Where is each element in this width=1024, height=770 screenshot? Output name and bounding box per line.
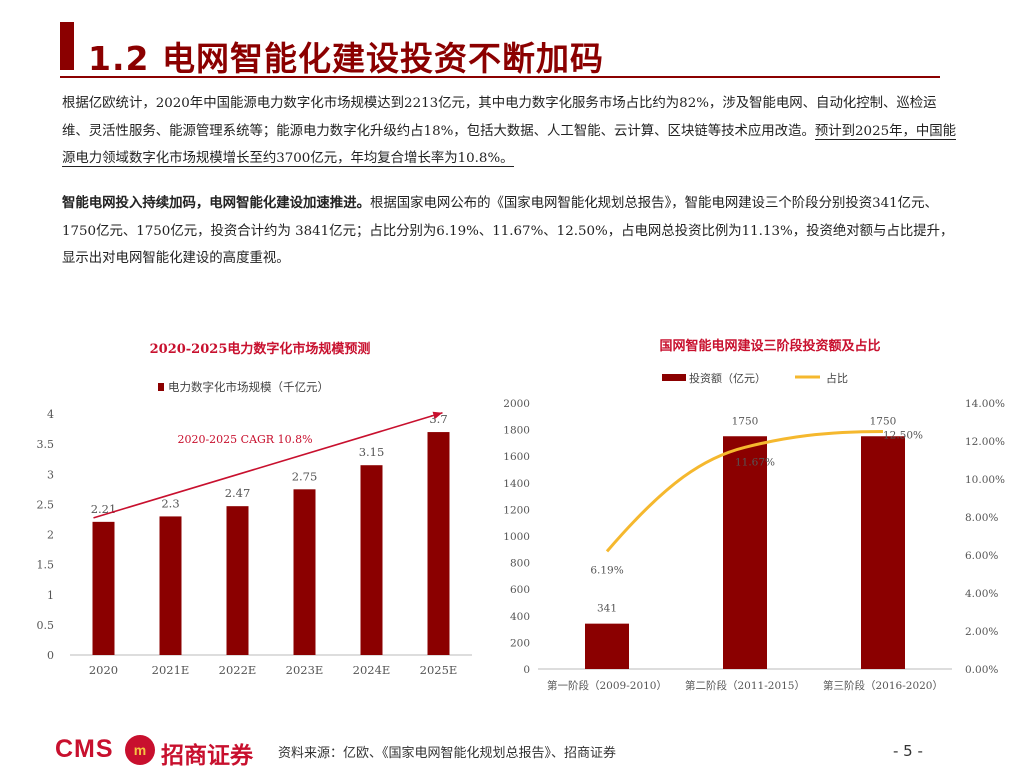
page-number: - 5 -: [893, 742, 923, 760]
page-title: 1.2 电网智能化建设投资不断加码: [88, 39, 604, 78]
paragraph-market-overview: 根据亿欧统计，2020年中国能源电力数字化市场规模达到2213亿元，其中电力数字…: [62, 90, 962, 173]
bar-value-label: 2.21: [91, 502, 117, 516]
y-left-tick-label: 1400: [503, 478, 530, 490]
logo-company-name: 招商证券: [161, 743, 253, 769]
title-accent-bar: [60, 22, 74, 70]
logo-mark-icon: m: [125, 735, 155, 765]
y-left-tick-label: 0: [523, 664, 530, 676]
y-right-tick-label: 10.00%: [965, 474, 1005, 486]
y-right-tick-label: 14.00%: [965, 398, 1005, 410]
x-tick-label: 第二阶段（2011-2015）: [685, 679, 805, 692]
legend-swatch: [158, 383, 164, 391]
share-value-label: 11.67%: [735, 456, 775, 468]
y-tick-label: 3: [47, 468, 54, 481]
bar-value-label: 2.75: [292, 469, 318, 483]
cagr-annotation: 2020-2025 CAGR 10.8%: [177, 433, 312, 446]
y-left-tick-label: 400: [510, 611, 530, 623]
bar: [293, 489, 316, 655]
legend-label-bar: 投资额（亿元）: [689, 371, 766, 385]
y-tick-label: 2: [47, 529, 54, 542]
y-right-tick-label: 4.00%: [965, 588, 998, 600]
y-left-tick-label: 200: [510, 637, 530, 649]
y-left-tick-label: 600: [510, 584, 530, 596]
y-right-tick-label: 12.00%: [965, 436, 1005, 448]
x-tick-label: 第三阶段（2016-2020）: [823, 679, 943, 692]
title-divider: [60, 76, 940, 78]
legend-label: 电力数字化市场规模（千亿元）: [168, 380, 329, 394]
y-left-tick-label: 1000: [503, 531, 530, 543]
y-left-tick-label: 1800: [503, 425, 530, 437]
bar-value-label: 2.47: [225, 486, 251, 500]
y-left-tick-label: 800: [510, 558, 530, 570]
legend-label-line: 占比: [826, 371, 848, 385]
y-left-tick-label: 1600: [503, 451, 530, 463]
paragraph-smart-grid-lead: 智能电网投入持续加码，电网智能化建设加速推进。: [62, 195, 370, 211]
x-tick-label: 2022E: [219, 663, 257, 677]
cagr-arrow-line: [93, 412, 443, 519]
y-right-tick-label: 2.00%: [965, 626, 998, 638]
x-tick-label: 2021E: [152, 663, 190, 677]
bar-value-label: 3.15: [359, 445, 385, 459]
cagr-arrow-head: [432, 411, 443, 420]
legend-swatch-bar: [662, 374, 686, 381]
bar-value-label: 1750: [732, 415, 759, 427]
x-tick-label: 2020: [89, 663, 118, 677]
x-tick-label: 2023E: [286, 663, 324, 677]
paragraph-smart-grid: 智能电网投入持续加码，电网智能化建设加速推进。根据国家电网公布的《国家电网智能化…: [62, 190, 962, 273]
y-right-tick-label: 0.00%: [965, 664, 998, 676]
share-value-label: 12.50%: [883, 430, 923, 442]
bar: [360, 465, 383, 655]
y-right-tick-label: 6.00%: [965, 550, 998, 562]
bar-value-label: 2.3: [161, 496, 179, 510]
y-left-tick-label: 1200: [503, 504, 530, 516]
bar: [723, 436, 767, 669]
bar-value-label: 341: [597, 603, 617, 615]
y-right-tick-label: 8.00%: [965, 512, 998, 524]
y-tick-label: 1: [47, 589, 54, 602]
chart-title: 国网智能电网建设三阶段投资额及占比: [659, 338, 880, 354]
x-tick-label: 2024E: [353, 663, 391, 677]
bar-value-label: 1750: [870, 415, 897, 427]
share-line: [605, 430, 884, 553]
paragraph-market-forecast: 预计到2025年，中国能源电力领域数字化市场规模增长至约3700亿元，年均复合增…: [62, 123, 957, 167]
chart-title: 2020-2025电力数字化市场规模预测: [150, 341, 371, 357]
y-tick-label: 3.5: [37, 438, 55, 451]
bar: [159, 516, 182, 655]
paragraph-smart-grid-text: 根据国家电网公布的《国家电网智能化规划总报告》，智能电网建设三个阶段分别投资34…: [62, 196, 954, 266]
bar: [427, 432, 450, 655]
source-note: 资料来源：亿欧、《国家电网智能化规划总报告》、招商证券: [278, 746, 617, 761]
y-tick-label: 2.5: [37, 498, 55, 511]
bar: [226, 506, 249, 655]
share-value-label: 6.19%: [590, 564, 623, 576]
y-tick-label: 0.5: [37, 619, 55, 632]
paragraph-market-text: 根据亿欧统计，2020年中国能源电力数字化市场规模达到2213亿元，其中电力数字…: [62, 96, 937, 139]
x-tick-label: 2025E: [420, 663, 458, 677]
y-tick-label: 1.5: [37, 559, 55, 572]
y-left-tick-label: 2000: [503, 398, 530, 410]
bar: [92, 521, 115, 655]
y-tick-label: 0: [47, 649, 54, 662]
bar: [585, 623, 629, 669]
y-tick-label: 4: [47, 408, 54, 421]
x-tick-label: 第一阶段（2009-2010）: [547, 679, 667, 692]
bar: [861, 436, 905, 669]
cms-logo: CMS: [55, 735, 114, 763]
